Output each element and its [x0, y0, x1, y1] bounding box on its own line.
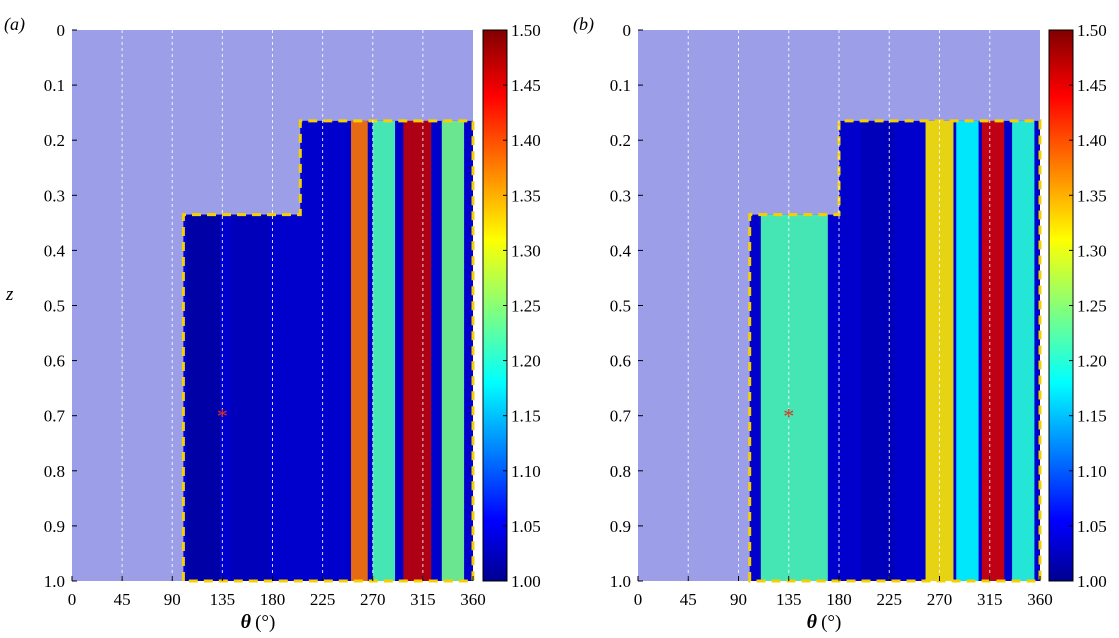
panel-b-x-ticks: 0 45 90 135 180 225 270 315 360 — [634, 576, 1053, 609]
y-tick-label: 0.7 — [610, 407, 632, 426]
panel-a-x-axis-title: θ (°) — [241, 611, 276, 633]
colorbar-tick-label: 1.45 — [1077, 76, 1107, 95]
y-tick-label: 0.4 — [44, 241, 66, 260]
heat-band-5 — [981, 120, 1005, 581]
colorbar-tick-label: 1.50 — [511, 21, 541, 40]
colorbar-tick-label: 1.10 — [511, 462, 541, 481]
panel-b: (b) * 0 45 90 135 180 225 270 315 360 0 0.1 0.2 0.3… — [573, 14, 1107, 633]
y-tick-label: 0.6 — [44, 352, 65, 371]
y-tick-label: 0.2 — [44, 131, 65, 150]
colorbar-tick-label: 1.15 — [511, 407, 541, 426]
y-tick-label: 0.5 — [44, 297, 65, 316]
colorbar-tick-label: 1.15 — [1077, 407, 1107, 426]
x-tick-label: 225 — [877, 590, 903, 609]
x-tick-label: 180 — [260, 590, 286, 609]
y-tick-label: 0.6 — [610, 352, 631, 371]
colorbar-tick-label: 1.00 — [511, 572, 541, 591]
panel-b-y-ticks: 0 0.1 0.2 0.3 0.4 0.5 0.6 0.7 0.8 0.9 1.0 — [610, 21, 643, 591]
colorbar-tick-label: 1.00 — [1077, 572, 1107, 591]
y-tick-label: 0 — [57, 21, 66, 40]
x-tick-label: 225 — [310, 590, 336, 609]
panel-b-x-unit: (°) — [821, 612, 841, 633]
colorbar-frame — [1048, 29, 1074, 582]
x-tick-label: 180 — [826, 590, 852, 609]
panel-a-label: (a) — [4, 14, 25, 35]
panel-a-x-unit: (°) — [255, 612, 275, 633]
y-tick-label: 0.5 — [610, 297, 631, 316]
panel-b-marker: * — [783, 404, 794, 429]
panel-b-highlight-region — [748, 119, 1042, 583]
panel-a-highlight-region — [181, 119, 475, 583]
x-tick-label: 0 — [634, 590, 643, 609]
heat-band-8 — [441, 120, 465, 581]
panel-a-gridlines — [121, 30, 424, 581]
panel-a-y-axis-title: z — [5, 284, 14, 305]
panel-a-colorbar-ticks: 1.00 1.05 1.10 1.15 1.20 1.25 1.30 1.35 1.40 1.45… — [482, 21, 541, 591]
y-tick-label: 0 — [623, 21, 632, 40]
x-tick-label: 0 — [68, 590, 77, 609]
colorbar-tick-label: 1.45 — [511, 76, 541, 95]
y-tick-label: 0.3 — [44, 186, 65, 205]
colorbar-tick-label: 1.20 — [511, 352, 541, 371]
panel-a-y-ticks: 0 0.1 0.2 0.3 0.4 0.5 0.6 0.7 0.8 0.9 1.0 — [44, 21, 77, 591]
panel-b-x-symbol: θ — [807, 611, 818, 633]
panel-b-x-axis-title: θ (°) — [807, 611, 842, 633]
panel-a-x-symbol: θ — [241, 611, 252, 633]
panel-a-x-ticks: 0 45 90 135 180 225 270 315 360 — [68, 576, 486, 609]
x-tick-label: 360 — [460, 590, 486, 609]
x-tick-label: 90 — [730, 590, 747, 609]
y-tick-label: 0.9 — [610, 517, 631, 536]
y-tick-label: 0.8 — [44, 462, 65, 481]
panel-b-label: (b) — [573, 14, 594, 35]
panel-b-colorbar-ticks: 1.00 1.05 1.10 1.15 1.20 1.25 1.30 1.35 1.40 1.45… — [1048, 21, 1107, 591]
panel-a: (a) * 0 45 90 135 180 225 270 315 360 0 0.1 0.2 0.3… — [4, 14, 541, 633]
panel-a-marker: * — [217, 404, 228, 429]
colorbar-tick-label: 1.20 — [1077, 352, 1107, 371]
heat-band-4 — [956, 120, 979, 581]
colorbar-frame — [482, 29, 508, 582]
colorbar-tick-label: 1.30 — [511, 241, 541, 260]
colorbar-tick-label: 1.30 — [1077, 241, 1107, 260]
x-tick-label: 315 — [410, 590, 436, 609]
x-tick-label: 270 — [927, 590, 953, 609]
y-tick-label: 0.2 — [610, 131, 631, 150]
x-tick-label: 135 — [210, 590, 236, 609]
x-tick-label: 360 — [1027, 590, 1053, 609]
colorbar-tick-label: 1.40 — [511, 131, 541, 150]
y-tick-label: 1.0 — [44, 572, 65, 591]
heat-band-7 — [403, 120, 432, 581]
colorbar-tick-label: 1.10 — [1077, 462, 1107, 481]
y-tick-label: 0.1 — [610, 76, 631, 95]
heat-band-6 — [372, 120, 396, 581]
colorbar-tick-label: 1.05 — [511, 517, 541, 536]
y-tick-label: 1.0 — [610, 572, 631, 591]
panel-b-gridlines — [687, 30, 991, 581]
y-tick-label: 0.8 — [610, 462, 631, 481]
y-tick-label: 0.4 — [610, 241, 632, 260]
colorbar-tick-label: 1.25 — [511, 297, 541, 316]
y-tick-label: 0.9 — [44, 517, 65, 536]
x-tick-label: 135 — [776, 590, 802, 609]
y-tick-label: 0.3 — [610, 186, 631, 205]
colorbar-tick-label: 1.40 — [1077, 131, 1107, 150]
x-tick-label: 90 — [164, 590, 181, 609]
colorbar-tick-label: 1.35 — [511, 186, 541, 205]
x-tick-label: 270 — [360, 590, 386, 609]
heat-band-6 — [1012, 120, 1035, 581]
heat-band-5 — [351, 120, 368, 581]
y-tick-label: 0.1 — [44, 76, 65, 95]
x-tick-label: 45 — [114, 590, 131, 609]
x-tick-label: 45 — [680, 590, 697, 609]
x-tick-label: 315 — [977, 590, 1003, 609]
colorbar-tick-label: 1.05 — [1077, 517, 1107, 536]
colorbar-tick-label: 1.25 — [1077, 297, 1107, 316]
colorbar-tick-label: 1.50 — [1077, 21, 1107, 40]
colorbar-tick-label: 1.35 — [1077, 186, 1107, 205]
y-tick-label: 0.7 — [44, 407, 66, 426]
